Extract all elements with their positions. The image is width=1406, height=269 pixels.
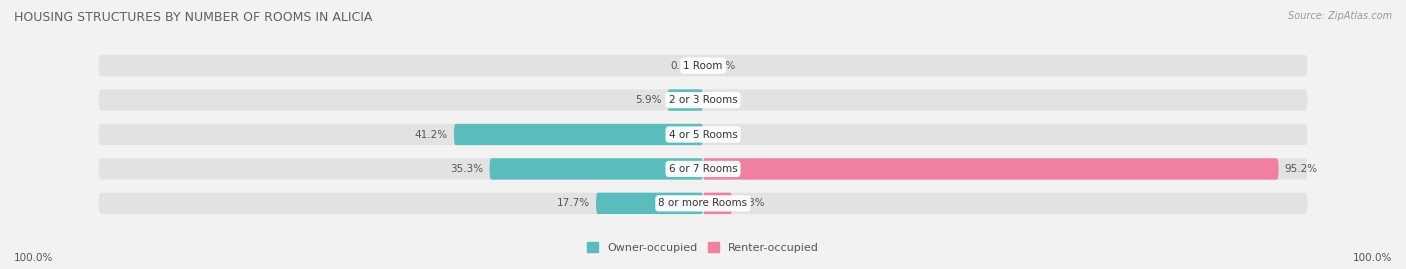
FancyBboxPatch shape bbox=[98, 193, 1308, 214]
Text: 41.2%: 41.2% bbox=[415, 129, 449, 140]
Text: 4 or 5 Rooms: 4 or 5 Rooms bbox=[669, 129, 737, 140]
Text: 95.2%: 95.2% bbox=[1285, 164, 1317, 174]
Text: 6 or 7 Rooms: 6 or 7 Rooms bbox=[669, 164, 737, 174]
Text: 0.0%: 0.0% bbox=[709, 95, 735, 105]
FancyBboxPatch shape bbox=[668, 89, 703, 111]
Text: HOUSING STRUCTURES BY NUMBER OF ROOMS IN ALICIA: HOUSING STRUCTURES BY NUMBER OF ROOMS IN… bbox=[14, 11, 373, 24]
FancyBboxPatch shape bbox=[596, 193, 703, 214]
Text: 4.8%: 4.8% bbox=[738, 198, 765, 208]
Text: 100.0%: 100.0% bbox=[1353, 253, 1392, 263]
Text: 2 or 3 Rooms: 2 or 3 Rooms bbox=[669, 95, 737, 105]
FancyBboxPatch shape bbox=[703, 193, 733, 214]
Text: Source: ZipAtlas.com: Source: ZipAtlas.com bbox=[1288, 11, 1392, 21]
Text: 0.0%: 0.0% bbox=[709, 61, 735, 71]
Text: 5.9%: 5.9% bbox=[634, 95, 661, 105]
Text: 1 Room: 1 Room bbox=[683, 61, 723, 71]
Text: 17.7%: 17.7% bbox=[557, 198, 591, 208]
Legend: Owner-occupied, Renter-occupied: Owner-occupied, Renter-occupied bbox=[586, 242, 820, 253]
Text: 8 or more Rooms: 8 or more Rooms bbox=[658, 198, 748, 208]
FancyBboxPatch shape bbox=[703, 158, 1278, 180]
FancyBboxPatch shape bbox=[489, 158, 703, 180]
FancyBboxPatch shape bbox=[454, 124, 703, 145]
Text: 0.0%: 0.0% bbox=[671, 61, 697, 71]
FancyBboxPatch shape bbox=[98, 89, 1308, 111]
FancyBboxPatch shape bbox=[98, 158, 1308, 180]
FancyBboxPatch shape bbox=[98, 124, 1308, 145]
FancyBboxPatch shape bbox=[98, 55, 1308, 76]
Text: 100.0%: 100.0% bbox=[14, 253, 53, 263]
Text: 35.3%: 35.3% bbox=[450, 164, 484, 174]
Text: 0.0%: 0.0% bbox=[709, 129, 735, 140]
